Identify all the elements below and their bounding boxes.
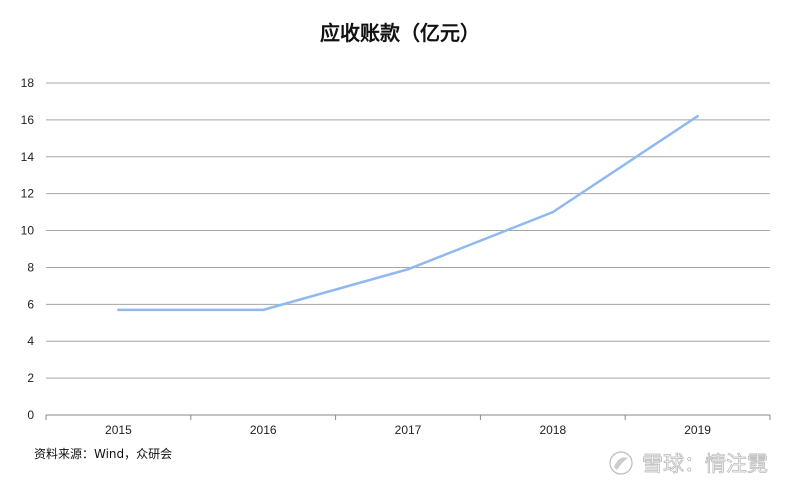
y-tick-label: 14 xyxy=(21,150,35,164)
y-tick-label: 10 xyxy=(21,224,35,238)
series-line xyxy=(117,114,699,312)
data-point xyxy=(262,308,265,312)
y-axis: 0 2 4 6 8 10 12 14 16 18 xyxy=(21,76,35,422)
y-tick-label: 6 xyxy=(27,297,34,311)
x-tick-label: 2018 xyxy=(539,423,566,437)
x-tick-label: 2016 xyxy=(250,423,277,437)
data-point xyxy=(406,268,410,271)
x-tick-label: 2019 xyxy=(684,423,711,437)
y-tick-label: 4 xyxy=(27,334,34,348)
y-tick-label: 2 xyxy=(27,371,34,385)
x-axis: 2015 2016 2017 2018 2019 xyxy=(45,415,771,437)
y-tick-label: 18 xyxy=(21,76,35,90)
y-tick-label: 8 xyxy=(27,260,34,274)
grid-lines xyxy=(46,82,770,416)
x-tick-label: 2017 xyxy=(395,423,422,437)
source-note: 资料来源：Wind，众研会 xyxy=(34,447,172,461)
y-tick-label: 16 xyxy=(21,113,35,127)
x-tick-label: 2015 xyxy=(105,423,132,437)
data-point xyxy=(551,210,554,214)
watermark-text: 雪球：情注霓 xyxy=(642,452,768,476)
data-point xyxy=(117,308,120,312)
y-tick-label: 0 xyxy=(27,408,34,422)
data-point xyxy=(696,115,699,118)
snowball-logo-icon xyxy=(609,451,633,475)
series-layer xyxy=(117,114,699,312)
watermark: 雪球：情注霓 xyxy=(609,451,768,476)
chart-title: 应收账款（亿元） xyxy=(320,21,480,45)
y-tick-label: 12 xyxy=(21,187,35,201)
